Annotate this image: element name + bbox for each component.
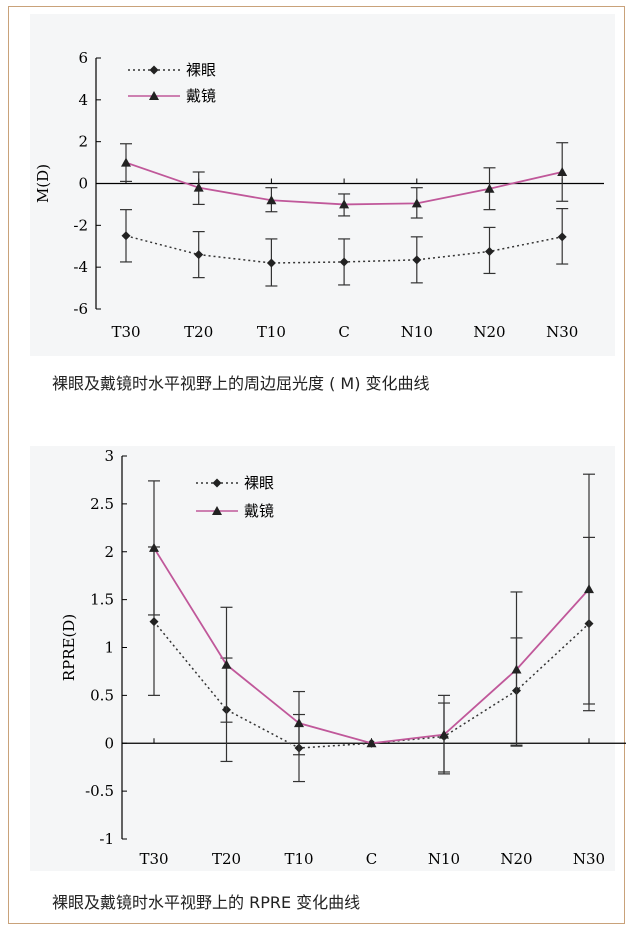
data-point <box>221 659 232 669</box>
legend-label: 戴镜 <box>244 502 274 520</box>
y-axis-title: RPRE(D) <box>60 614 78 681</box>
chart-2: 3 2.5 2 1.5 1 0.5 0 -0.5 -1 T30 T20 T10 C N10 N20 N30 RP… <box>30 446 626 871</box>
y-axis-title: M(D) <box>34 164 52 203</box>
data-point <box>584 584 594 594</box>
chart-2-caption: 裸眼及戴镜时水平视野上的 RPRE 变化曲线 <box>52 893 361 912</box>
y-tick-label: 3 <box>104 447 114 465</box>
legend-marker <box>149 65 159 75</box>
data-point <box>121 231 131 241</box>
data-point <box>149 617 159 627</box>
legend-marker <box>212 478 222 488</box>
x-tick-label: C <box>338 323 349 341</box>
data-point <box>485 246 494 256</box>
series-naked-eye <box>120 208 569 287</box>
x-tick-label: C <box>366 850 377 868</box>
y-tick-label: -6 <box>73 300 88 318</box>
legend-marker <box>149 91 159 100</box>
x-tick-label: T30 <box>139 850 168 868</box>
plot-area <box>30 14 615 356</box>
y-tick-label: 2 <box>104 543 114 561</box>
y-tick-label: 1.5 <box>90 591 114 609</box>
legend-label: 戴镜 <box>186 87 216 105</box>
x-tick-label: N30 <box>573 850 605 868</box>
figure-frame <box>8 6 625 924</box>
series-with-lens <box>120 142 569 219</box>
data-point <box>411 198 422 208</box>
data-point <box>484 183 495 193</box>
plot-area <box>30 446 615 871</box>
x-tick-label: N20 <box>473 323 505 341</box>
data-point <box>194 250 204 260</box>
y-tick-label: 0 <box>104 734 114 752</box>
legend-label: 裸眼 <box>186 61 216 79</box>
y-tick-label: -4 <box>73 258 88 276</box>
x-tick-label: T10 <box>257 323 286 341</box>
y-tick-label: 2 <box>78 133 88 151</box>
data-point <box>557 232 567 242</box>
y-tick-label: -1 <box>99 830 114 848</box>
x-tick-label: T20 <box>212 850 241 868</box>
x-tick-label: T10 <box>284 850 313 868</box>
x-tick-label: N20 <box>500 850 532 868</box>
data-point <box>266 258 276 268</box>
y-tick-label: 1 <box>104 639 114 657</box>
data-point <box>266 195 277 205</box>
data-point <box>412 255 422 265</box>
chart-1-caption: 裸眼及戴镜时水平视野上的周边屈光度 ( M) 变化曲线 <box>52 374 430 393</box>
x-tick-label: N10 <box>401 323 433 341</box>
x-tick-label: T30 <box>111 323 140 341</box>
data-point <box>511 664 522 674</box>
series-with-lens <box>148 473 595 775</box>
data-point <box>339 199 350 209</box>
data-point <box>439 729 449 739</box>
x-tick-label: T20 <box>184 323 213 341</box>
data-point <box>121 157 131 167</box>
y-tick-label: -2 <box>73 216 88 234</box>
data-point <box>557 166 568 176</box>
data-point <box>366 738 377 748</box>
y-tick-label: 0 <box>78 175 88 193</box>
legend-marker <box>212 506 222 515</box>
y-tick-label: 2.5 <box>90 495 114 513</box>
legend-label: 裸眼 <box>244 474 274 492</box>
x-tick-label: N30 <box>546 323 578 341</box>
y-tick-label: 4 <box>78 91 88 109</box>
data-point <box>294 718 304 728</box>
x-tick-label: N10 <box>428 850 460 868</box>
data-point <box>149 542 159 552</box>
data-point <box>339 257 349 267</box>
y-tick-label: 6 <box>78 49 88 67</box>
y-tick-label: 0.5 <box>90 686 114 704</box>
data-point <box>193 182 204 192</box>
y-tick-label: -0.5 <box>85 782 114 800</box>
